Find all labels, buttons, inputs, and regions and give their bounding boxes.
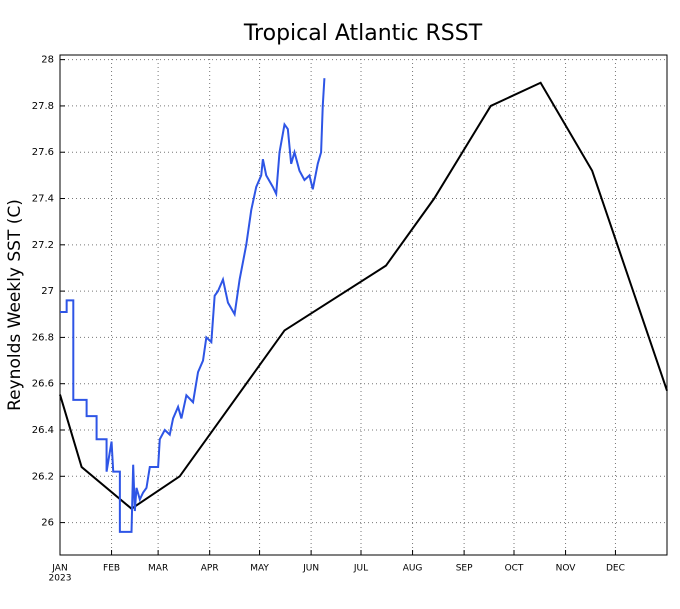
x-tick-label: DEC	[606, 564, 625, 574]
y-tick-label: 28	[41, 55, 54, 66]
y-tick-label: 26.6	[32, 379, 54, 390]
x-tick-label: OCT	[505, 564, 524, 574]
data-line	[59, 81, 668, 510]
x-tick-label: FEB	[103, 564, 120, 574]
x-tick-label: JUL	[353, 564, 368, 574]
x-year-label: 2023	[49, 574, 72, 584]
y-tick-label: 26	[41, 518, 54, 529]
plot-frame	[59, 54, 668, 556]
y-tick-label: 27	[41, 286, 54, 297]
x-tick-label: APR	[201, 564, 219, 574]
x-tick-label: NOV	[556, 564, 577, 574]
data-line	[60, 78, 326, 533]
y-tick-label: 27.6	[32, 147, 54, 158]
y-tick-label: 26.8	[32, 332, 54, 343]
x-tick-label: MAY	[250, 564, 269, 574]
y-tick-label: 26.4	[32, 425, 54, 436]
y-tick-label: 26.2	[32, 471, 54, 482]
x-tick-label: MAR	[148, 564, 168, 574]
y-axis-label: Reynolds Weekly SST (C)	[5, 199, 25, 411]
x-tick-label: SEP	[456, 564, 473, 574]
x-tick-label: JAN	[51, 564, 67, 574]
y-tick-label: 27.4	[32, 194, 54, 205]
y-tick-label: 27.2	[32, 240, 54, 251]
x-tick-label: JUN	[302, 564, 319, 574]
y-tick-label: 27.8	[32, 101, 54, 112]
chart-title: Tropical Atlantic RSST	[243, 21, 483, 46]
x-tick-label: AUG	[403, 564, 423, 574]
